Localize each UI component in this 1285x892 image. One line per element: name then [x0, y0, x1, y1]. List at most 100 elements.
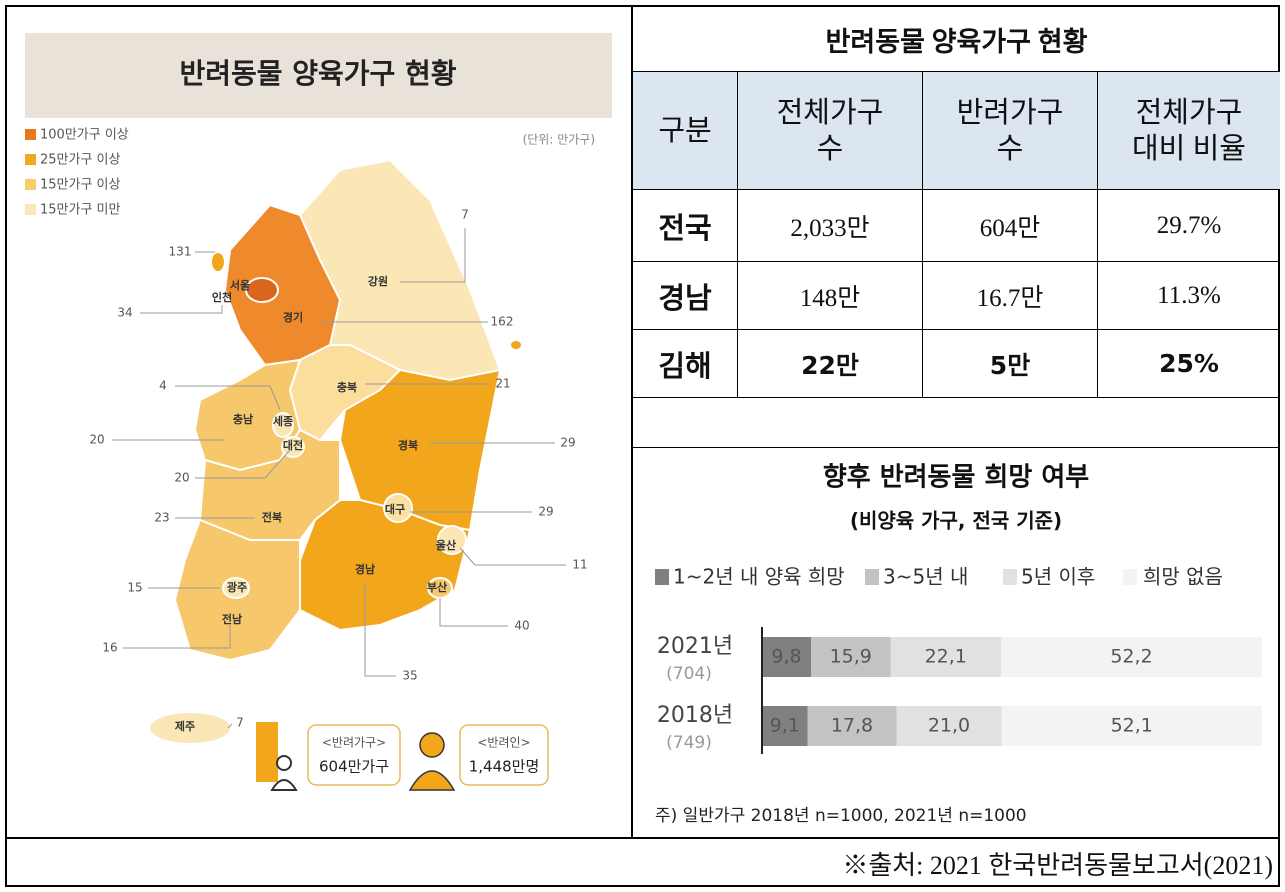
legend-label: 1~2년 내 양육 희망 — [673, 565, 845, 589]
region-label: 경북 — [398, 438, 418, 452]
legend-label: 25만가구 이상 — [40, 153, 121, 168]
region-label: 강원 — [368, 274, 388, 288]
callout-value: 20 — [89, 433, 104, 447]
callout-value: 40 — [514, 619, 529, 633]
value-cell: 16.7만 — [922, 262, 1097, 330]
leader-line — [123, 625, 231, 649]
legend-swatch — [25, 154, 36, 165]
bar-segment — [762, 637, 811, 677]
table-spacer — [633, 398, 1280, 448]
person-icon — [419, 732, 445, 758]
value-cell: 11.3% — [1097, 262, 1280, 330]
legend-swatch — [1003, 569, 1017, 585]
data-label: 9,1 — [770, 715, 800, 737]
data-label: 9,8 — [771, 646, 801, 668]
region-label: 경기 — [283, 310, 303, 324]
island — [212, 253, 224, 271]
value-cell: 604만 — [922, 190, 1097, 262]
category-label: 2018년 — [657, 703, 733, 728]
header-text: 전체가구 수 — [776, 96, 884, 165]
region-shape — [150, 713, 230, 743]
callout-value: 15 — [127, 581, 142, 595]
region-shape — [383, 493, 413, 523]
legend-swatch — [25, 129, 36, 140]
divider — [631, 5, 633, 839]
region-label: 경남 — [355, 562, 375, 576]
summary-label: <반려인> — [477, 736, 530, 750]
title-banner — [25, 33, 612, 118]
bar-segment — [890, 637, 1001, 677]
leader-line — [364, 582, 396, 677]
sample-label: (749) — [666, 733, 712, 753]
data-label: 17,8 — [831, 715, 873, 737]
bar-segment — [811, 637, 891, 677]
header-text: 반려가구 수 — [956, 96, 1064, 165]
summary-label: <반려가구> — [322, 736, 386, 750]
data-label: 21,0 — [928, 715, 970, 737]
callout-value: 131 — [169, 245, 192, 259]
callout-value: 21 — [495, 377, 510, 391]
region-label: 서울 — [230, 278, 250, 292]
divider — [5, 837, 1280, 839]
callout-value: 20 — [174, 471, 189, 485]
header-text: 구분 — [658, 114, 712, 147]
category-label: 2021년 — [657, 634, 733, 659]
chart-note: 주) 일반가구 2018년 n=1000, 2021년 n=1000 — [655, 806, 1027, 826]
summary-value: 1,448만명 — [469, 758, 540, 776]
region-shape — [245, 277, 279, 303]
region-label: 광주 — [227, 581, 247, 594]
summary-box — [307, 724, 401, 786]
region-label: 대구 — [385, 502, 405, 516]
table: 반려동물 양육가구 현황 구분 전체가구 수 반려가구 수 전체가구 대비 비율 전국 2,… — [633, 7, 1280, 448]
region-label: 전남 — [222, 612, 242, 626]
bar-segment — [1001, 637, 1262, 677]
callout-value: 4 — [159, 379, 167, 393]
leader-line — [195, 449, 291, 479]
header-cell: 전체가구 수 — [737, 72, 922, 190]
bar-segment — [762, 706, 808, 746]
person-icon — [276, 755, 292, 771]
callout-value: 11 — [572, 558, 587, 572]
legend-label: 15만가구 미만 — [40, 203, 121, 218]
legend-label: 100만가구 이상 — [40, 128, 129, 143]
island — [511, 341, 521, 349]
callout-value: 29 — [538, 505, 553, 519]
map-panel: 반려동물 양육가구 현황 (단위: 만가구) 100만가구 이상 25만가구 이상… — [25, 33, 612, 791]
person-icon — [270, 779, 298, 791]
region-shape — [437, 525, 467, 555]
region-label: 울산 — [436, 538, 456, 552]
source: ※출처: 2021 한국반려동물보고서(2021) — [842, 851, 1273, 880]
leader-line — [140, 305, 223, 314]
callout-value: 29 — [560, 436, 575, 450]
data-label: 22,1 — [925, 646, 967, 668]
region-label: 충남 — [233, 412, 253, 426]
summary-box — [459, 724, 549, 786]
person-icon — [408, 770, 456, 791]
frame — [5, 5, 1280, 887]
bar-segment — [807, 706, 897, 746]
row-label: 전국 — [633, 190, 737, 262]
callout-value: 35 — [402, 669, 417, 683]
value-cell: 5만 — [922, 330, 1097, 398]
header-cell: 구분 — [633, 72, 737, 190]
callout-value: 34 — [117, 306, 132, 320]
chart-subtitle: (비양육 가구, 전국 기준) — [850, 509, 1062, 533]
region-label: 전북 — [262, 510, 282, 524]
callout-value: 7 — [236, 716, 244, 730]
callout-value: 7 — [461, 208, 469, 222]
region-shape — [222, 577, 250, 599]
row-label: 경남 — [633, 262, 737, 330]
region-label: 충북 — [337, 380, 357, 394]
unit-label: (단위: 만가구) — [523, 133, 595, 147]
chart-title: 향후 반려동물 희망 여부 — [823, 463, 1089, 493]
map-title: 반려동물 양육가구 현황 — [179, 57, 456, 90]
leader-line — [400, 228, 466, 283]
row-label: 김해 — [633, 330, 737, 398]
legend-swatch — [25, 204, 36, 215]
value-cell: 29.7% — [1097, 190, 1280, 262]
legend-label: 3~5년 내 — [883, 565, 968, 589]
bar-segment — [896, 706, 1002, 746]
value-cell: 25% — [1097, 330, 1280, 398]
value-cell: 148만 — [737, 262, 922, 330]
